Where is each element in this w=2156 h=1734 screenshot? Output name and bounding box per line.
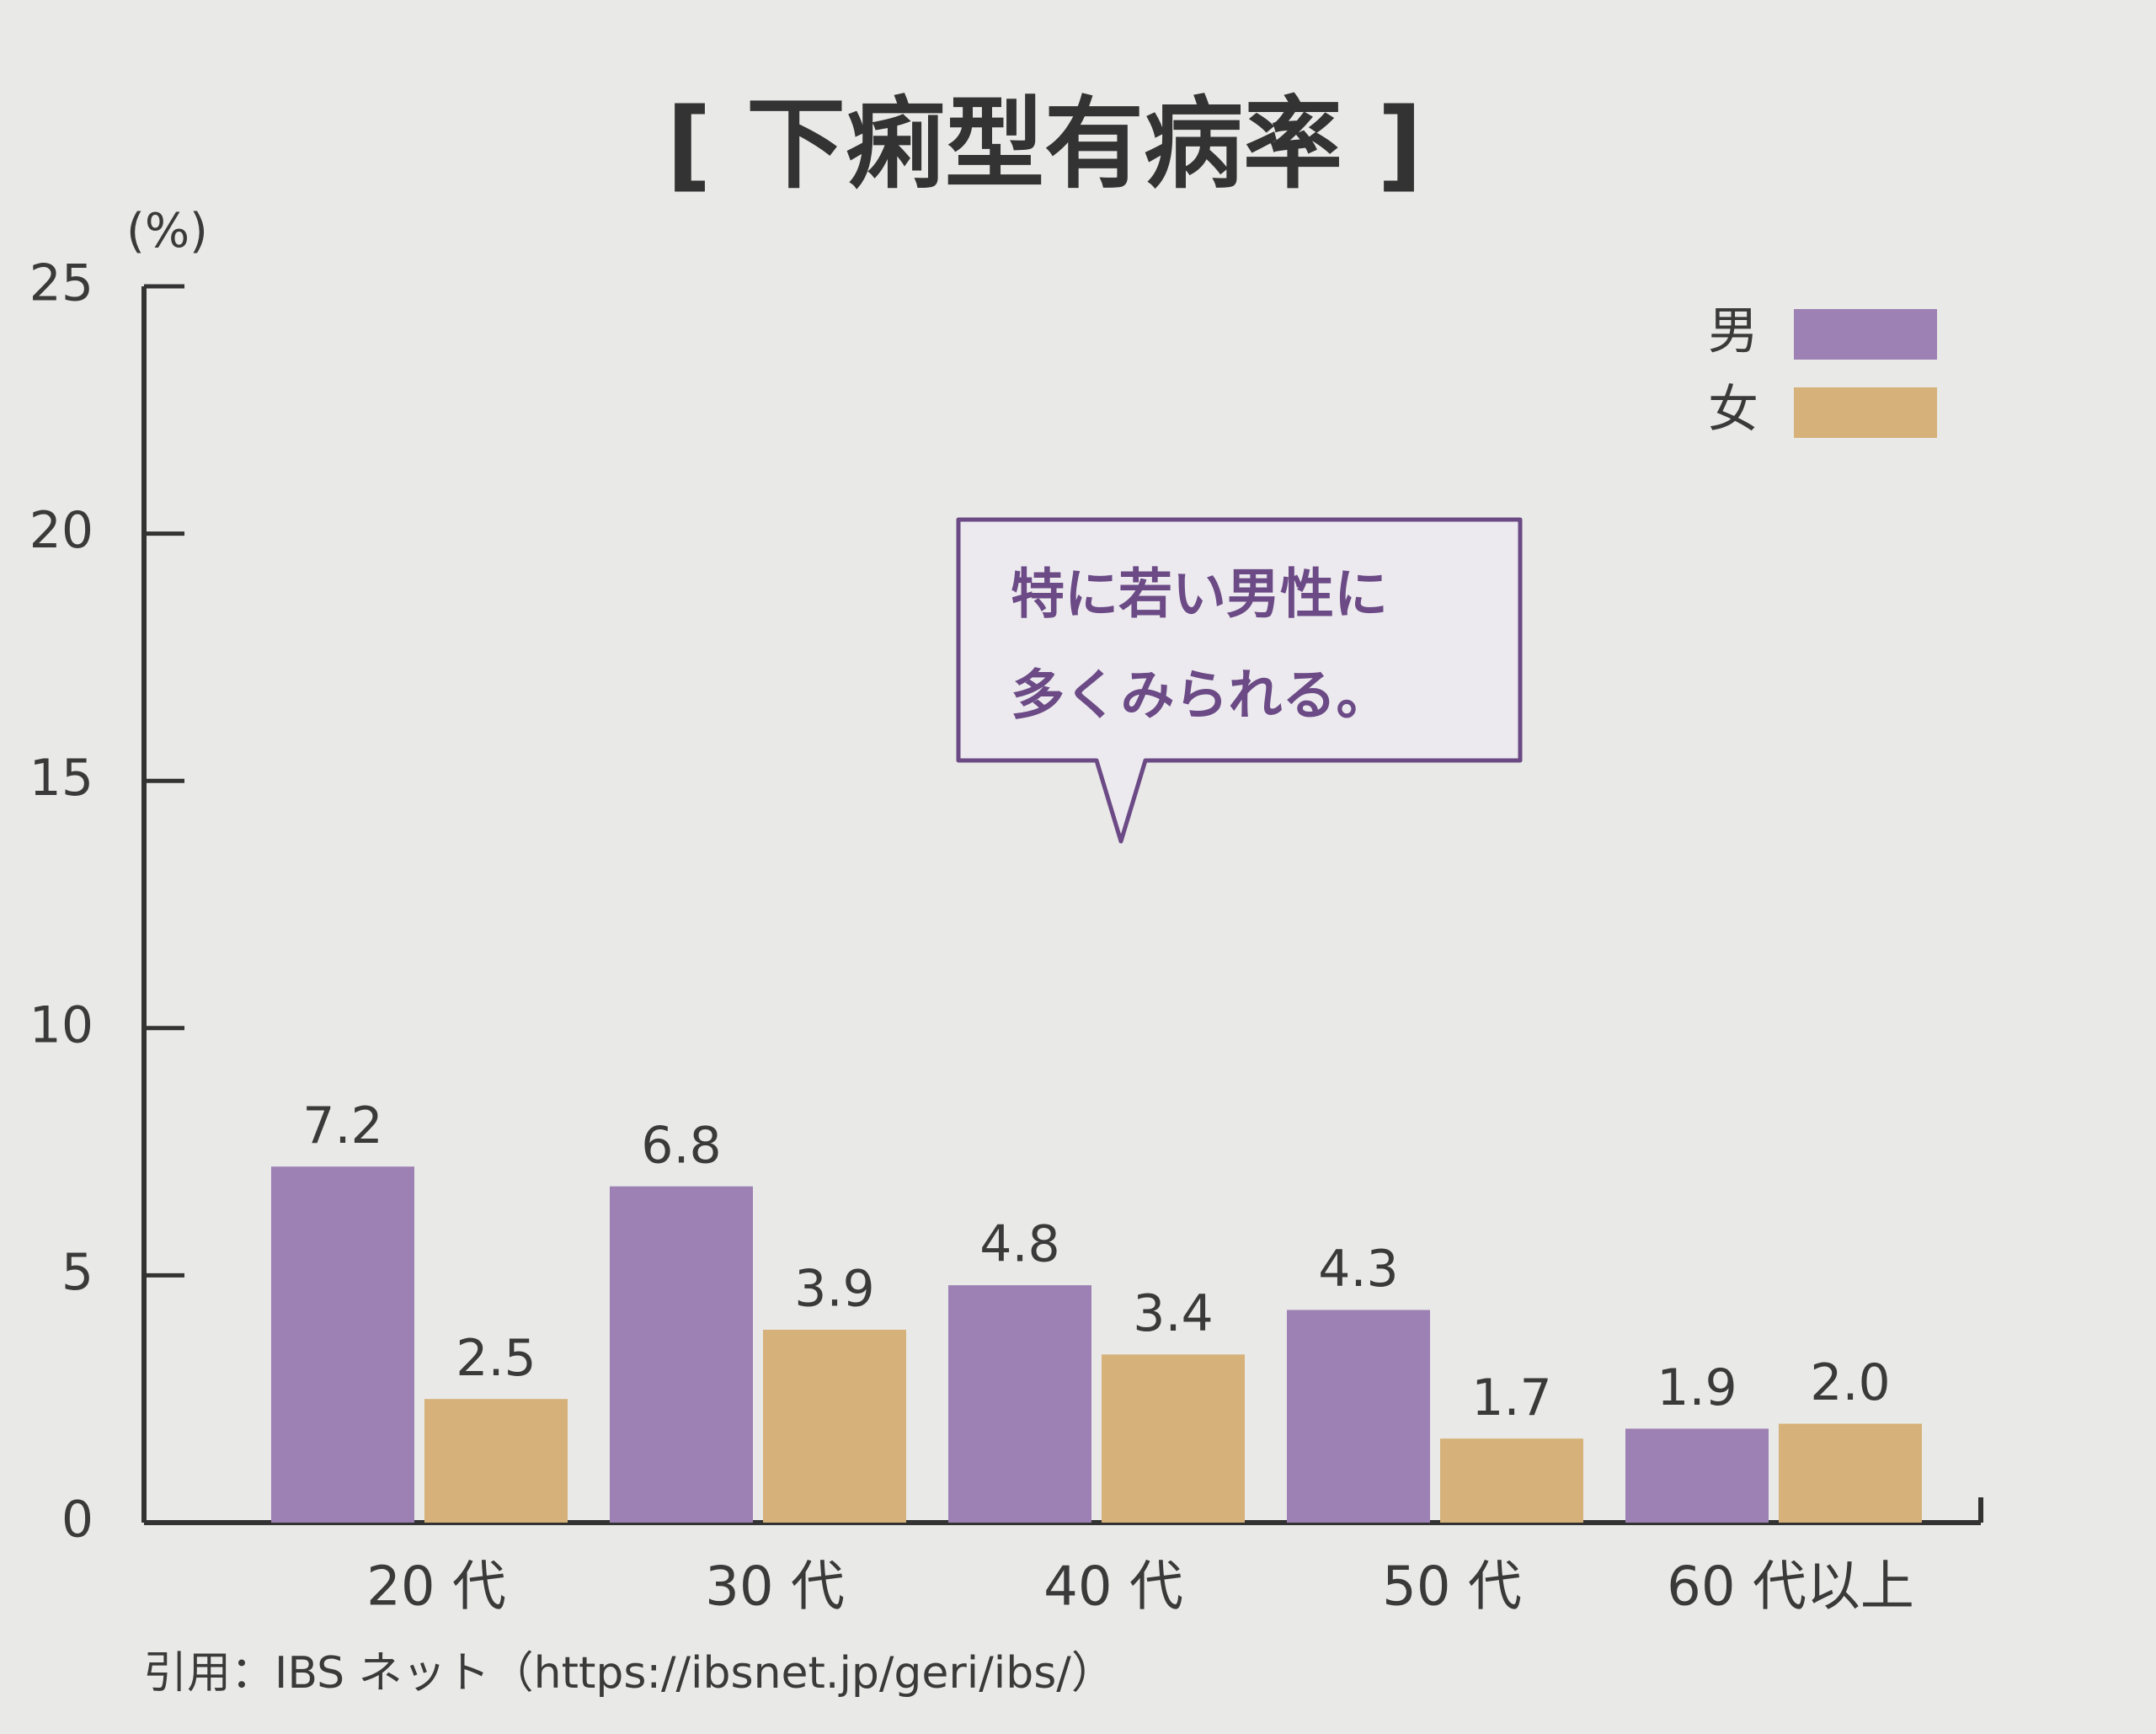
- bar: [271, 1166, 414, 1523]
- annotation-line: 多くみられる。: [1011, 665, 1390, 728]
- value-label: 4.8: [979, 1215, 1059, 1274]
- y-tick-label: 10: [29, 995, 93, 1054]
- y-tick-label: 0: [61, 1491, 93, 1550]
- value-label: 2.0: [1810, 1353, 1890, 1412]
- y-tick-label: 5: [61, 1243, 93, 1302]
- x-tick-label: 50 代: [1382, 1556, 1522, 1619]
- value-label: 3.4: [1133, 1284, 1213, 1343]
- bar: [1287, 1310, 1430, 1523]
- bar: [763, 1329, 906, 1523]
- legend-label: 女: [1708, 381, 1758, 440]
- y-unit: (%): [126, 204, 208, 259]
- value-label: 3.9: [794, 1260, 874, 1319]
- bar: [1779, 1423, 1922, 1523]
- legend-label: 男: [1708, 302, 1758, 361]
- chart-title: [ 下痢型有病率 ]: [666, 86, 1422, 202]
- bar: [1102, 1354, 1245, 1523]
- x-tick-label: 40 代: [1043, 1556, 1183, 1619]
- y-tick-label: 15: [29, 749, 93, 808]
- legend-swatch: [1794, 309, 1937, 360]
- source-note: 引用：IBS ネット（https://ibsnet.jp/geri/ibs/）: [143, 1648, 1115, 1699]
- value-label: 1.7: [1471, 1369, 1551, 1427]
- annotation-line: 特に若い男性に: [1011, 564, 1388, 627]
- bar: [1625, 1428, 1769, 1523]
- callout-box: [956, 517, 1523, 844]
- value-label: 7.2: [302, 1096, 382, 1155]
- bar: [610, 1186, 753, 1523]
- bar: [948, 1285, 1091, 1523]
- x-tick-label: 60 代以上: [1667, 1556, 1914, 1619]
- value-label: 6.8: [641, 1116, 721, 1175]
- y-tick-label: 25: [29, 254, 93, 313]
- x-tick-label: 20 代: [366, 1556, 506, 1619]
- value-label: 2.5: [456, 1329, 536, 1388]
- y-tick-label: 20: [29, 501, 93, 560]
- x-tick-label: 30 代: [705, 1556, 845, 1619]
- value-label: 1.9: [1657, 1358, 1737, 1417]
- value-label: 4.3: [1318, 1240, 1398, 1299]
- bar: [1440, 1438, 1583, 1523]
- legend-swatch: [1794, 387, 1937, 438]
- bar: [424, 1399, 568, 1523]
